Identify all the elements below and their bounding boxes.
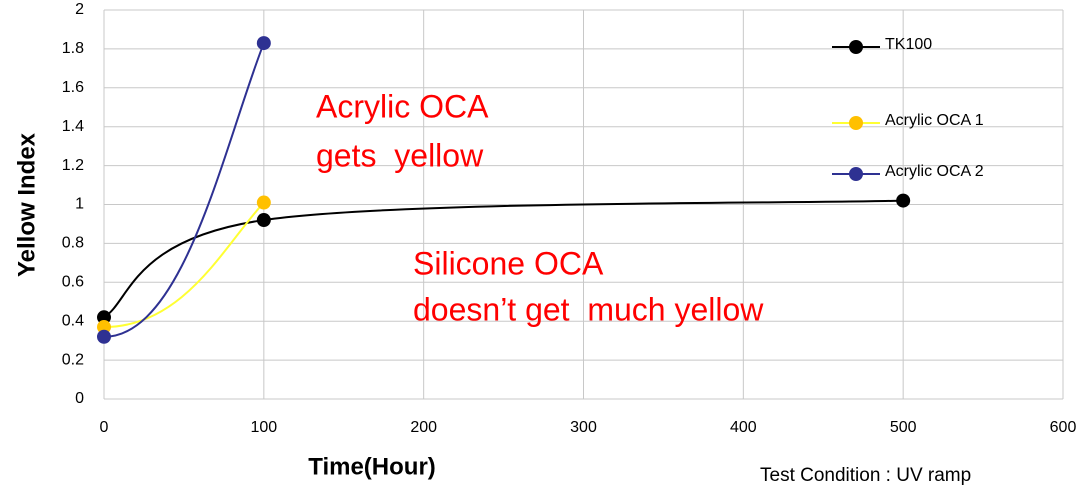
- x-tick-label: 500: [890, 419, 917, 436]
- legend-label: Acrylic OCA 2: [885, 163, 984, 180]
- y-tick-label: 0.4: [62, 312, 84, 329]
- data-point: [97, 310, 111, 325]
- y-tick-label: 1.4: [62, 118, 84, 135]
- legend-label: TK100: [885, 36, 933, 53]
- legend-marker: [849, 167, 863, 181]
- x-tick-label: 100: [250, 419, 277, 436]
- data-point: [256, 195, 271, 210]
- series-line: [104, 199, 904, 319]
- x-tick-label: 200: [410, 419, 437, 436]
- y-tick-label: 1.8: [62, 40, 84, 57]
- x-tick-label: 0: [100, 419, 109, 436]
- data-point: [256, 213, 271, 228]
- legend-marker: [849, 116, 863, 130]
- legend-marker: [849, 40, 863, 54]
- legend-item: Acrylic OCA 1: [885, 112, 984, 129]
- y-tick-label: 1: [75, 196, 84, 213]
- data-point: [896, 193, 911, 208]
- series-line: [104, 42, 265, 338]
- x-tick-label: 300: [570, 419, 597, 436]
- annotation: Silicone OCA: [413, 245, 604, 281]
- data-point: [97, 320, 111, 335]
- y-tick-label: 0.6: [62, 274, 84, 291]
- y-tick-label: 0.2: [62, 351, 84, 368]
- legend-item: TK100: [885, 36, 933, 53]
- y-tick-label: 0.8: [62, 235, 84, 252]
- x-axis-title: Time(Hour): [308, 453, 436, 480]
- annotation: Acrylic OCA: [316, 88, 489, 124]
- y-tick-label: 1.6: [62, 79, 84, 96]
- data-point: [256, 36, 271, 51]
- y-tick-label: 1.2: [62, 157, 84, 174]
- annotation: gets yellow: [316, 137, 484, 173]
- legend-item: Acrylic OCA 2: [885, 163, 984, 180]
- y-axis-title: Yellow Index: [13, 132, 40, 277]
- x-tick-label: 600: [1050, 419, 1077, 436]
- data-point: [97, 329, 111, 344]
- y-tick-label: 0: [75, 390, 84, 407]
- series-line: [104, 201, 265, 329]
- legend-label: Acrylic OCA 1: [885, 112, 984, 129]
- note: Test Condition : UV ramp: [760, 465, 971, 486]
- plot-area: [104, 42, 904, 338]
- annotation: doesn’t get much yellow: [413, 291, 764, 327]
- y-tick-label: 2: [75, 1, 84, 18]
- x-tick-label: 400: [730, 419, 757, 436]
